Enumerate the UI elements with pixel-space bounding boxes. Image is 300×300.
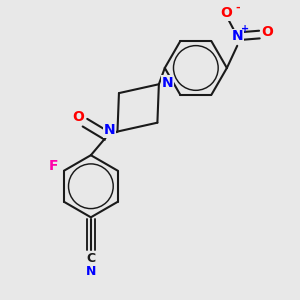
Text: +: + — [242, 24, 250, 34]
Text: N: N — [86, 265, 96, 278]
Text: N: N — [231, 29, 243, 43]
Text: O: O — [262, 25, 274, 39]
Text: N: N — [161, 76, 173, 90]
Text: O: O — [73, 110, 84, 124]
Text: C: C — [86, 252, 95, 265]
Text: O: O — [220, 6, 232, 20]
Text: -: - — [235, 2, 239, 12]
Text: N: N — [103, 123, 115, 137]
Text: F: F — [49, 159, 58, 173]
